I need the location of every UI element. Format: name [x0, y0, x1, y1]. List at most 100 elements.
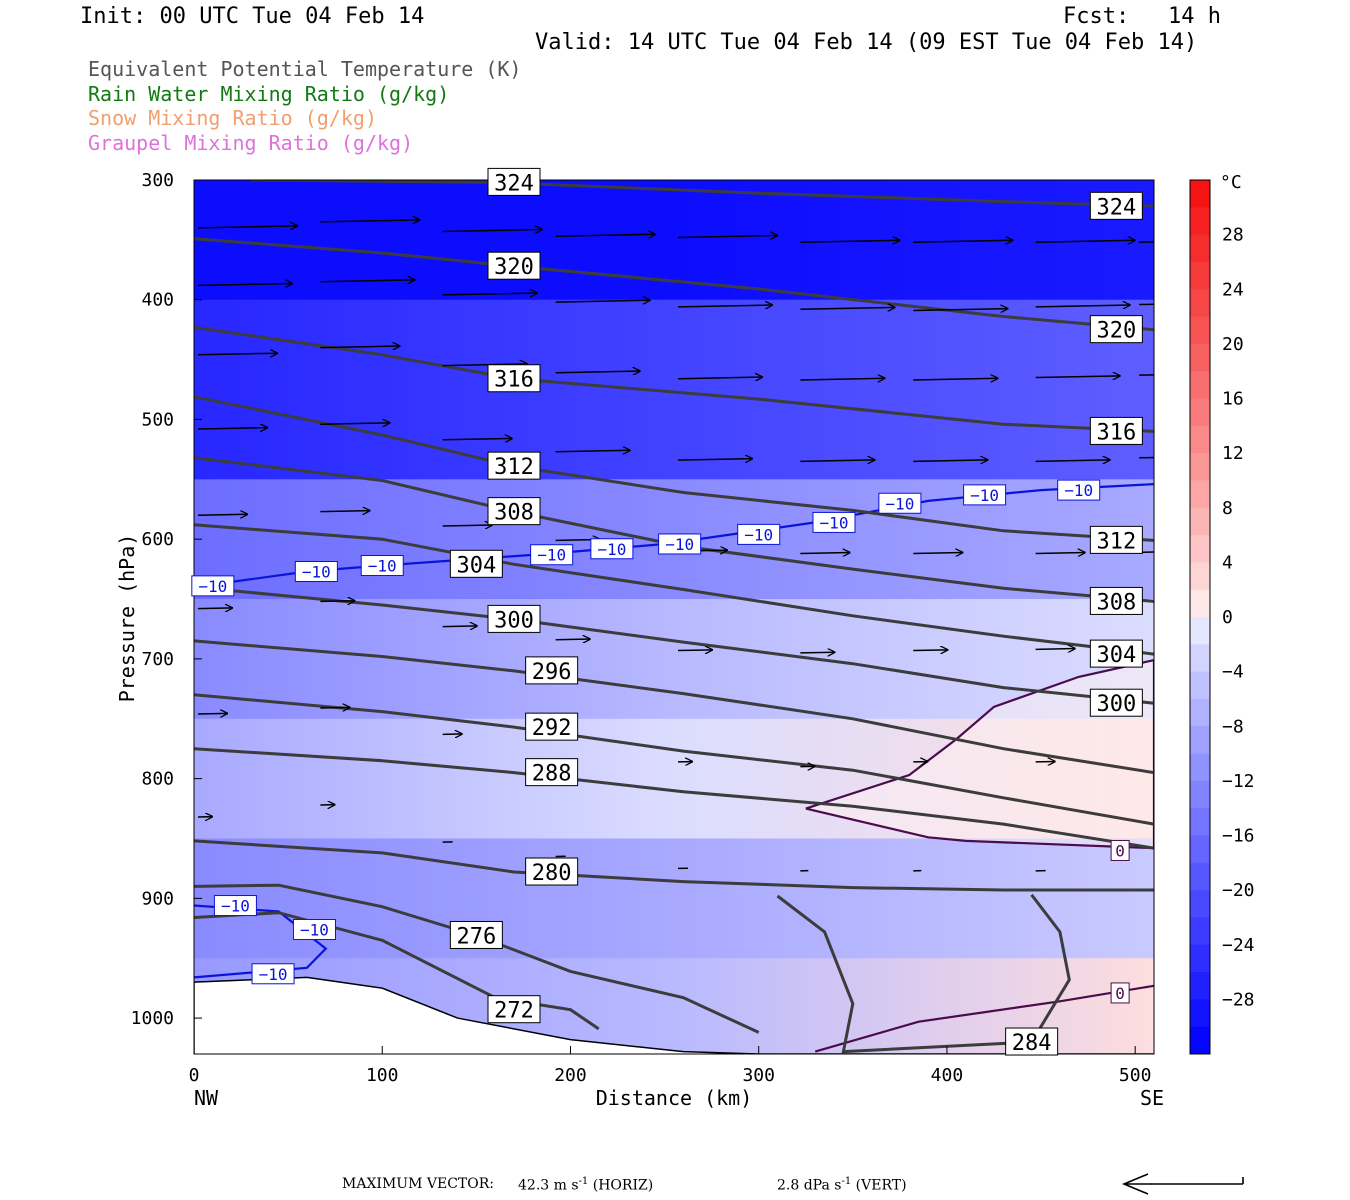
colorbar-segment [1190, 535, 1210, 563]
svg-text:320: 320 [494, 255, 534, 280]
wind-vector [1035, 649, 1076, 650]
wind-vector [1035, 460, 1111, 462]
svg-text:−10: −10 [820, 513, 849, 532]
theta-e-contour [194, 639, 1154, 775]
temperature-band [194, 838, 1154, 960]
colorbar-segment [1190, 261, 1210, 290]
wind-vector [677, 650, 713, 651]
wind-vector [913, 309, 1008, 311]
wind-vector [1035, 240, 1136, 242]
theta-e-contour [194, 693, 1154, 826]
y-tick-label: 400 [141, 290, 174, 311]
colorbar-segment [1190, 343, 1210, 372]
svg-text:296: 296 [532, 660, 572, 685]
y-tick-label: 300 [141, 170, 174, 191]
colorbar-tick-label: 20 [1222, 334, 1244, 355]
colorbar-tick-label: 4 [1222, 552, 1233, 573]
isotherm-label: −10 [360, 555, 404, 577]
wind-vector [442, 438, 513, 439]
forecast-hour: 14 h [1168, 4, 1221, 29]
wind-vector [800, 460, 875, 462]
svg-text:−10: −10 [259, 965, 288, 984]
colorbar-tick-label: −28 [1222, 989, 1255, 1010]
colorbar-segment [1190, 808, 1210, 836]
isotherm-line [805, 658, 1154, 850]
x-axis-left-end: NW [194, 1086, 219, 1110]
colorbar-segment [1190, 453, 1210, 481]
wind-vector [197, 608, 233, 609]
colorbar-tick-label: 24 [1222, 279, 1244, 300]
svg-text:308: 308 [1096, 590, 1136, 615]
isotherm-label: 0 [1110, 982, 1130, 1004]
isotherm-label: −10 [812, 511, 856, 533]
isotherm-label: 0 [1110, 839, 1130, 861]
theta-e-label: 300 [487, 604, 541, 633]
isotherm-label: −10 [294, 561, 338, 583]
theta-e-label: 296 [525, 656, 579, 685]
svg-text:−10: −10 [221, 897, 250, 916]
theta-e-contour [194, 911, 600, 1031]
temperature-colorbar: 28 24 20 16 12 8 4 0 −4 −8 −12 −16 −20 −24 −28 [1189, 179, 1255, 1055]
colorbar-tick-label: 12 [1222, 443, 1244, 464]
wind-vector [1035, 376, 1121, 378]
isotherm-label: −10 [590, 538, 634, 560]
theta-e-contour [194, 523, 1154, 656]
svg-text:312: 312 [494, 455, 534, 480]
svg-text:−10: −10 [665, 535, 694, 554]
svg-text:316: 316 [1096, 420, 1136, 445]
wind-vector [1139, 551, 1154, 554]
colorbar-tick-label: −20 [1222, 880, 1255, 901]
init-time: Init: 00 UTC Tue 04 Feb 14 [80, 4, 425, 29]
colorbar-segment [1190, 753, 1210, 782]
colorbar-segment [1190, 890, 1210, 918]
svg-text:308: 308 [494, 501, 534, 526]
colorbar-tick-label: −8 [1222, 716, 1244, 737]
wind-vector [1035, 305, 1131, 307]
theta-e-contour [776, 893, 1071, 1054]
wind-vector [320, 280, 415, 282]
x-tick-label: 100 [366, 1065, 399, 1086]
wind-vector [442, 626, 478, 627]
theta-e-label: 292 [525, 712, 579, 741]
y-tick-label: 600 [141, 529, 174, 550]
theta-e-label: 320 [487, 251, 541, 280]
x-tick-label: 400 [931, 1065, 964, 1086]
wind-vector [442, 525, 493, 526]
svg-text:−10: −10 [198, 577, 227, 596]
colorbar-frame [1189, 179, 1211, 1055]
wind-vector [555, 450, 631, 452]
max-vector-label: MAXIMUM VECTOR: [342, 1176, 494, 1192]
colorbar-segment [1190, 180, 1210, 208]
max-vector-vert: 2.8 dPa s-1 (VERT) [777, 1176, 907, 1194]
svg-text:280: 280 [532, 861, 572, 886]
theta-e-contour [250, 180, 1154, 208]
theta-e-label: 284 [1005, 1027, 1059, 1056]
svg-text:312: 312 [1096, 529, 1136, 554]
wind-vector [197, 226, 298, 228]
theta-e-label: 288 [525, 758, 579, 787]
colorbar-segment [1190, 972, 1210, 1000]
y-axis: 300 400 500 600 700 800 900 1000 [131, 170, 202, 1029]
theta-e-label: 316 [487, 364, 541, 393]
svg-text:284: 284 [1012, 1031, 1052, 1056]
colorbar-segment [1190, 698, 1210, 727]
theta-e-contour [194, 839, 1154, 892]
forecast-label: Fcst: [1063, 4, 1130, 29]
isotherm-label: −10 [878, 492, 922, 514]
wind-vector [555, 300, 651, 302]
svg-text:272: 272 [494, 999, 534, 1024]
colorbar-segment [1190, 316, 1210, 345]
isotherm-label: −10 [658, 533, 702, 555]
theta-e-label: 276 [449, 920, 503, 949]
wind-vector [1035, 553, 1086, 554]
terrain [194, 976, 1154, 1054]
colorbar-segment [1190, 999, 1210, 1028]
x-axis-label: Distance (km) [596, 1086, 753, 1110]
svg-text:320: 320 [1096, 319, 1136, 344]
wind-vector [555, 639, 591, 640]
y-tick-label: 800 [141, 769, 174, 790]
wind-vector [1139, 374, 1154, 376]
theta-e-label: 304 [1089, 639, 1143, 668]
wind-vector [442, 364, 528, 366]
theta-e-label: 312 [487, 451, 541, 480]
